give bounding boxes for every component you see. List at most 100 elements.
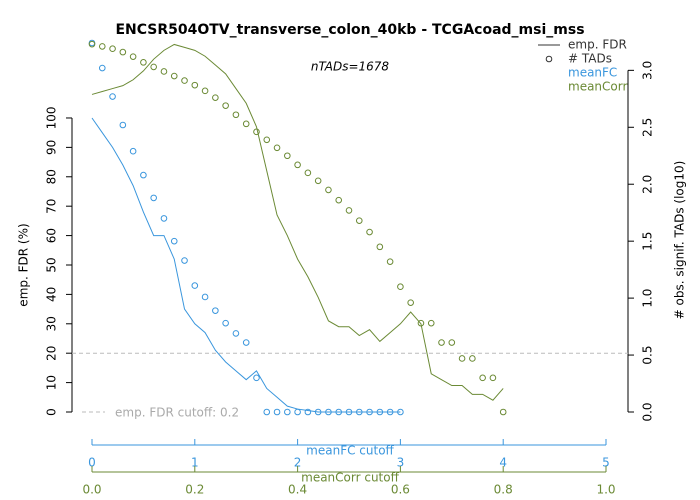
y2-tick-label: 2.5 [641, 118, 655, 137]
x-tick-label: 0 [88, 456, 96, 470]
y2-tick-label: 3.0 [641, 61, 655, 80]
legend-circle [545, 55, 553, 63]
tad-point [386, 408, 394, 416]
tad-point [345, 207, 353, 214]
tad-point [232, 111, 240, 119]
tad-point [253, 374, 260, 382]
tad-point [232, 330, 240, 337]
y-tick-label: 30 [45, 316, 59, 331]
tad-point [160, 68, 168, 75]
tad-point [355, 408, 363, 416]
tad-point [98, 64, 106, 72]
tad-point [284, 408, 291, 416]
y2-tick-label: 2.0 [641, 175, 655, 194]
tad-point [129, 53, 137, 60]
tad-point [150, 194, 157, 202]
tad-point [273, 144, 281, 152]
tad-point [201, 87, 209, 95]
tad-point [119, 121, 127, 129]
tad-point [304, 169, 312, 177]
tad-point [479, 374, 486, 382]
tad-point [355, 217, 363, 224]
tad-point [242, 339, 250, 346]
y2-axis-label: # obs. signif. TADs (log10) [673, 161, 687, 320]
tad-point [499, 408, 507, 416]
tad-point [222, 319, 229, 327]
tad-point [119, 48, 127, 56]
tad-point [201, 293, 209, 301]
tad-point [242, 120, 250, 128]
tad-point [150, 63, 157, 71]
tad-point [397, 283, 404, 291]
tad-point [294, 161, 301, 169]
x-tick-label: 0.4 [288, 483, 307, 497]
tad-point [366, 228, 373, 236]
x-tick-label: 0.2 [185, 483, 204, 497]
tad-point [294, 408, 301, 416]
tad-point [314, 177, 322, 185]
tad-point [325, 186, 332, 194]
tad-point [314, 408, 322, 416]
y-tick-label: 80 [45, 169, 59, 184]
tad-point [191, 81, 199, 89]
tad-point [469, 355, 476, 362]
tad-point [438, 339, 445, 346]
x-axis-label: meanCorr cutoff [301, 471, 399, 485]
y-tick-label: 10 [45, 375, 59, 390]
tad-point [212, 307, 219, 314]
y-tick-label: 40 [45, 287, 59, 302]
fdr-line [91, 117, 401, 413]
y-tick-label: 0 [45, 408, 59, 416]
tad-point [417, 319, 425, 327]
y-tick-label: 60 [45, 228, 59, 243]
tad-point [284, 152, 291, 160]
legend-label: meanCorr [568, 80, 627, 94]
y2-tick-label: 0.0 [641, 402, 655, 421]
tad-point [304, 408, 312, 416]
y-tick-label: 100 [45, 107, 59, 130]
x-tick-label: 0.0 [82, 483, 101, 497]
y2-tick-label: 1.5 [641, 232, 655, 251]
legend-label: # TADs [568, 52, 612, 66]
y2-tick-label: 0.5 [641, 346, 655, 365]
y2-tick-label: 1.0 [641, 289, 655, 308]
x-tick-label: 1 [191, 456, 199, 470]
tad-point [376, 408, 384, 416]
tad-point [263, 136, 271, 144]
tad-point [273, 408, 281, 416]
x-tick-label: 4 [499, 456, 507, 470]
y-tick-label: 50 [45, 257, 59, 272]
x-tick-label: 1.0 [596, 483, 615, 497]
chart-title: ENCSR504OTV_transverse_colon_40kb - TCGA… [115, 22, 584, 38]
y-axis-label: emp. FDR (%) [17, 223, 31, 306]
tad-point [212, 94, 219, 101]
tad-point [160, 215, 168, 222]
tad-point [345, 408, 353, 416]
x-axis-label: meanFC cutoff [306, 444, 394, 458]
tad-point [335, 196, 343, 204]
tad-point [170, 237, 178, 245]
tad-point [386, 258, 394, 265]
legend-label: meanFC [568, 66, 617, 80]
y-tick-label: 90 [45, 140, 59, 155]
tad-point [222, 102, 229, 109]
x-tick-label: 3 [397, 456, 405, 470]
tad-point [335, 408, 343, 416]
fdr-line [91, 43, 504, 401]
y-tick-label: 70 [45, 199, 59, 214]
annotation: nTADs=1678 [311, 60, 389, 74]
tad-point [181, 77, 188, 84]
tad-point [170, 72, 178, 80]
x-tick-label: 0.8 [494, 483, 513, 497]
x-tick-label: 0.6 [391, 483, 410, 497]
tad-point [448, 339, 456, 346]
tad-point [489, 374, 497, 382]
tad-point [325, 408, 332, 416]
legend-label: emp. FDR [568, 38, 627, 52]
tad-point [376, 243, 384, 251]
tad-point [140, 59, 147, 66]
tad-point [140, 171, 147, 179]
tad-point [407, 299, 414, 306]
tad-point [263, 408, 271, 416]
